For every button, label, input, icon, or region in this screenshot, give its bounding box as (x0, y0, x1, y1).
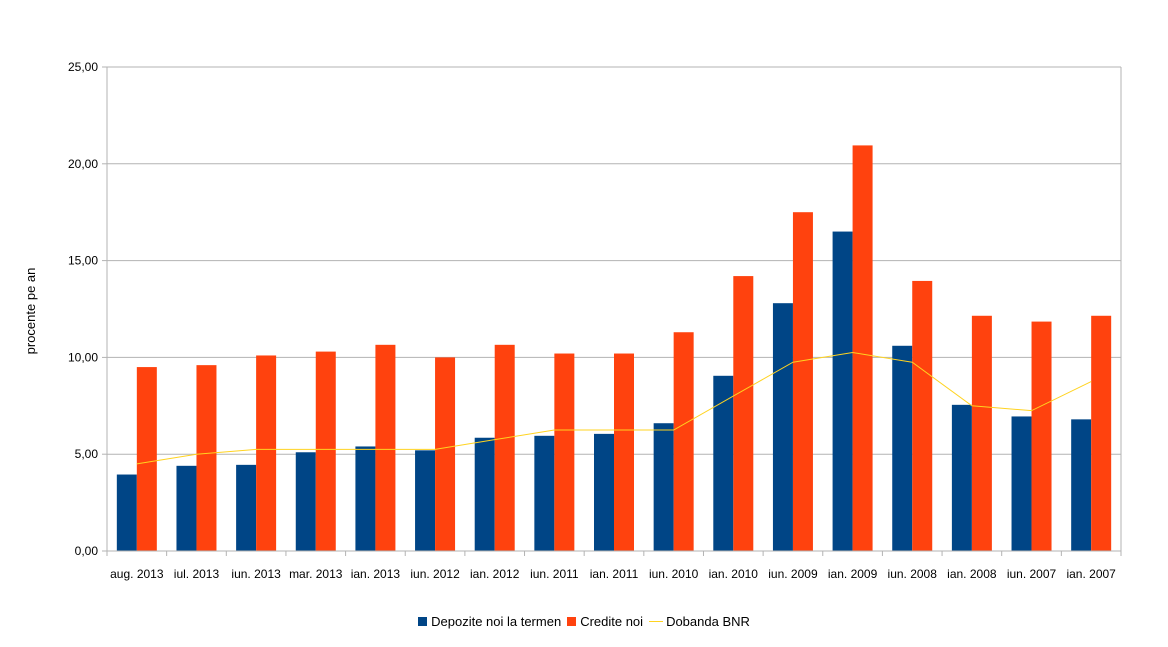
bar-credite (673, 332, 694, 551)
bar-credite (792, 212, 813, 551)
bar-depozite (713, 375, 734, 551)
bar-depozite (474, 437, 495, 551)
legend: Depozite noi la termen Credite noi Dobanda… (0, 614, 1168, 629)
x-tick-label: iul. 2013 (174, 567, 220, 581)
bar-depozite (534, 435, 555, 551)
legend-item: Credite noi (567, 614, 643, 629)
y-tick-labels: 0,00 5,00 10,00 15,00 20,00 25,00 (68, 60, 98, 558)
bar-depozite (176, 465, 197, 551)
bar-depozite (594, 433, 614, 551)
bar-credite (1091, 315, 1112, 551)
bar-credite (852, 145, 873, 551)
bar-credite (1031, 321, 1052, 551)
x-tick-label: iun. 2008 (888, 567, 938, 581)
x-tick-label: iun. 2007 (1007, 567, 1057, 581)
x-tick-label: ian. 2009 (828, 567, 878, 581)
bar-depozite (1011, 416, 1032, 551)
bar-credite (136, 367, 157, 551)
x-tick-label: ian. 2011 (590, 567, 639, 581)
legend-label: Credite noi (580, 614, 644, 629)
x-tick-label: ian. 2007 (1066, 567, 1116, 581)
bar-depozite (415, 450, 436, 551)
bars (116, 145, 1112, 551)
legend-swatch (649, 621, 664, 622)
bar-depozite (772, 303, 793, 551)
bar-credite (375, 344, 396, 551)
bar-depozite (653, 423, 674, 551)
bar-credite (554, 353, 575, 551)
bar-credite (494, 344, 515, 551)
bar-credite (971, 315, 992, 551)
x-tick-label: iun. 2009 (768, 567, 818, 581)
axes (106, 67, 1122, 552)
legend-item: Dobanda BNR (649, 614, 750, 629)
bar-credite (435, 357, 456, 551)
y-tick-label: 10,00 (68, 350, 98, 364)
bar-depozite (295, 452, 316, 551)
x-tick-label: ian. 2012 (470, 567, 520, 581)
x-tick-label: ian. 2008 (947, 567, 997, 581)
x-tick-label: iun. 2013 (231, 567, 281, 581)
y-tick-label: 5,00 (75, 447, 99, 461)
bar-credite (256, 355, 277, 551)
y-tick-label: 25,00 (68, 60, 98, 74)
x-tick-label: iun. 2010 (649, 567, 699, 581)
bar-depozite (1071, 419, 1092, 551)
bar-credite (912, 280, 933, 551)
y-axis-title: procente pe an (23, 268, 38, 355)
legend-label: Dobanda BNR (666, 614, 750, 629)
y-tick-label: 0,00 (75, 544, 99, 558)
legend-swatch (418, 617, 428, 626)
x-tick-label: iun. 2011 (530, 567, 579, 581)
x-tick-labels: aug. 2013 iul. 2013 iun. 2013 mar. 2013 ian.… (106, 551, 1122, 581)
bar-depozite (892, 345, 913, 551)
x-tick-label: ian. 2010 (709, 567, 759, 581)
legend-label: Depozite noi la termen (431, 614, 562, 629)
y-tick-label: 15,00 (68, 254, 98, 268)
bar-depozite (951, 404, 972, 551)
bar-depozite (236, 464, 257, 551)
bar-credite (614, 353, 634, 551)
legend-item: Depozite noi la termen (418, 614, 561, 629)
x-tick-label: aug. 2013 (110, 567, 164, 581)
bar-credite (733, 276, 754, 551)
bar-depozite (832, 231, 853, 551)
line-series (136, 352, 1092, 465)
bar-depozite (355, 446, 376, 551)
legend-swatch (567, 617, 577, 626)
bar-credite (196, 365, 217, 551)
x-tick-label: iun. 2012 (410, 567, 460, 581)
y-tick-label: 20,00 (68, 157, 98, 171)
x-tick-label: mar. 2013 (289, 567, 343, 581)
x-tick-label: ian. 2013 (351, 567, 401, 581)
bar-credite (315, 351, 336, 551)
line-dobanda-bnr (136, 352, 1092, 465)
bar-depozite (116, 474, 137, 551)
